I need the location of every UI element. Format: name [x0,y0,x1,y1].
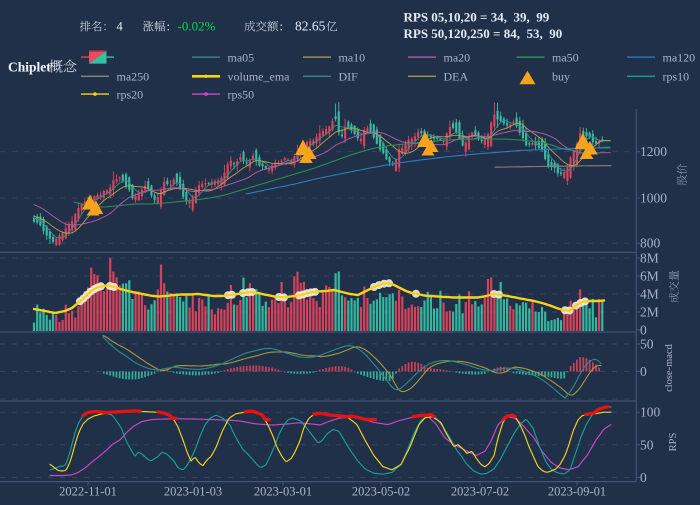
svg-text:ma10: ma10 [339,50,366,64]
svg-text::: : [167,20,170,34]
svg-text:0: 0 [640,364,647,379]
svg-text:close-macd: close-macd [664,343,675,392]
svg-text:-0.02%: -0.02% [178,19,216,34]
svg-text:rps20: rps20 [117,87,144,101]
svg-text:RPS: RPS [668,433,679,452]
svg-text:DEA: DEA [444,70,469,84]
svg-text:ma05: ma05 [228,50,255,64]
svg-text:rps50: rps50 [228,87,255,101]
svg-text:82.65: 82.65 [295,19,326,34]
svg-text:6M: 6M [640,269,659,284]
svg-text:ma20: ma20 [444,50,471,64]
svg-text:0: 0 [640,470,647,485]
svg-text:2023-09-01: 2023-09-01 [548,485,606,499]
svg-text::: : [280,20,283,34]
svg-text:1000: 1000 [640,190,667,205]
svg-text:DIF: DIF [339,70,359,84]
svg-text:2023-03-01: 2023-03-01 [254,485,312,499]
svg-text:RPS 50,120,250 = 84, 53, 90: RPS 50,120,250 = 84, 53, 90 [404,26,563,41]
svg-text:ma50: ma50 [552,50,579,64]
svg-text:800: 800 [640,236,661,251]
svg-text:0: 0 [640,323,647,338]
svg-text:4M: 4M [640,287,659,302]
svg-text:Chiplet: Chiplet [8,60,51,75]
svg-text:2023-01-03: 2023-01-03 [164,485,222,499]
svg-text:ma120: ma120 [663,50,696,64]
svg-text:2022-11-01: 2022-11-01 [59,485,117,499]
svg-text:4: 4 [117,20,124,34]
svg-text:2023-05-02: 2023-05-02 [352,485,410,499]
svg-text:RPS 05,10,20 = 34, 39, 99: RPS 05,10,20 = 34, 39, 99 [404,10,550,25]
svg-text:2023-07-02: 2023-07-02 [451,485,509,499]
svg-text:100: 100 [640,405,661,420]
svg-text:buy: buy [552,70,570,84]
svg-text:rps10: rps10 [663,70,690,84]
svg-text:8M: 8M [640,251,659,266]
svg-text:50: 50 [640,437,654,452]
svg-text:1200: 1200 [640,144,667,159]
svg-text:50: 50 [640,337,654,352]
svg-text:volume_ema: volume_ema [228,70,291,84]
svg-text:ma250: ma250 [117,70,150,84]
svg-text:2M: 2M [640,305,659,320]
